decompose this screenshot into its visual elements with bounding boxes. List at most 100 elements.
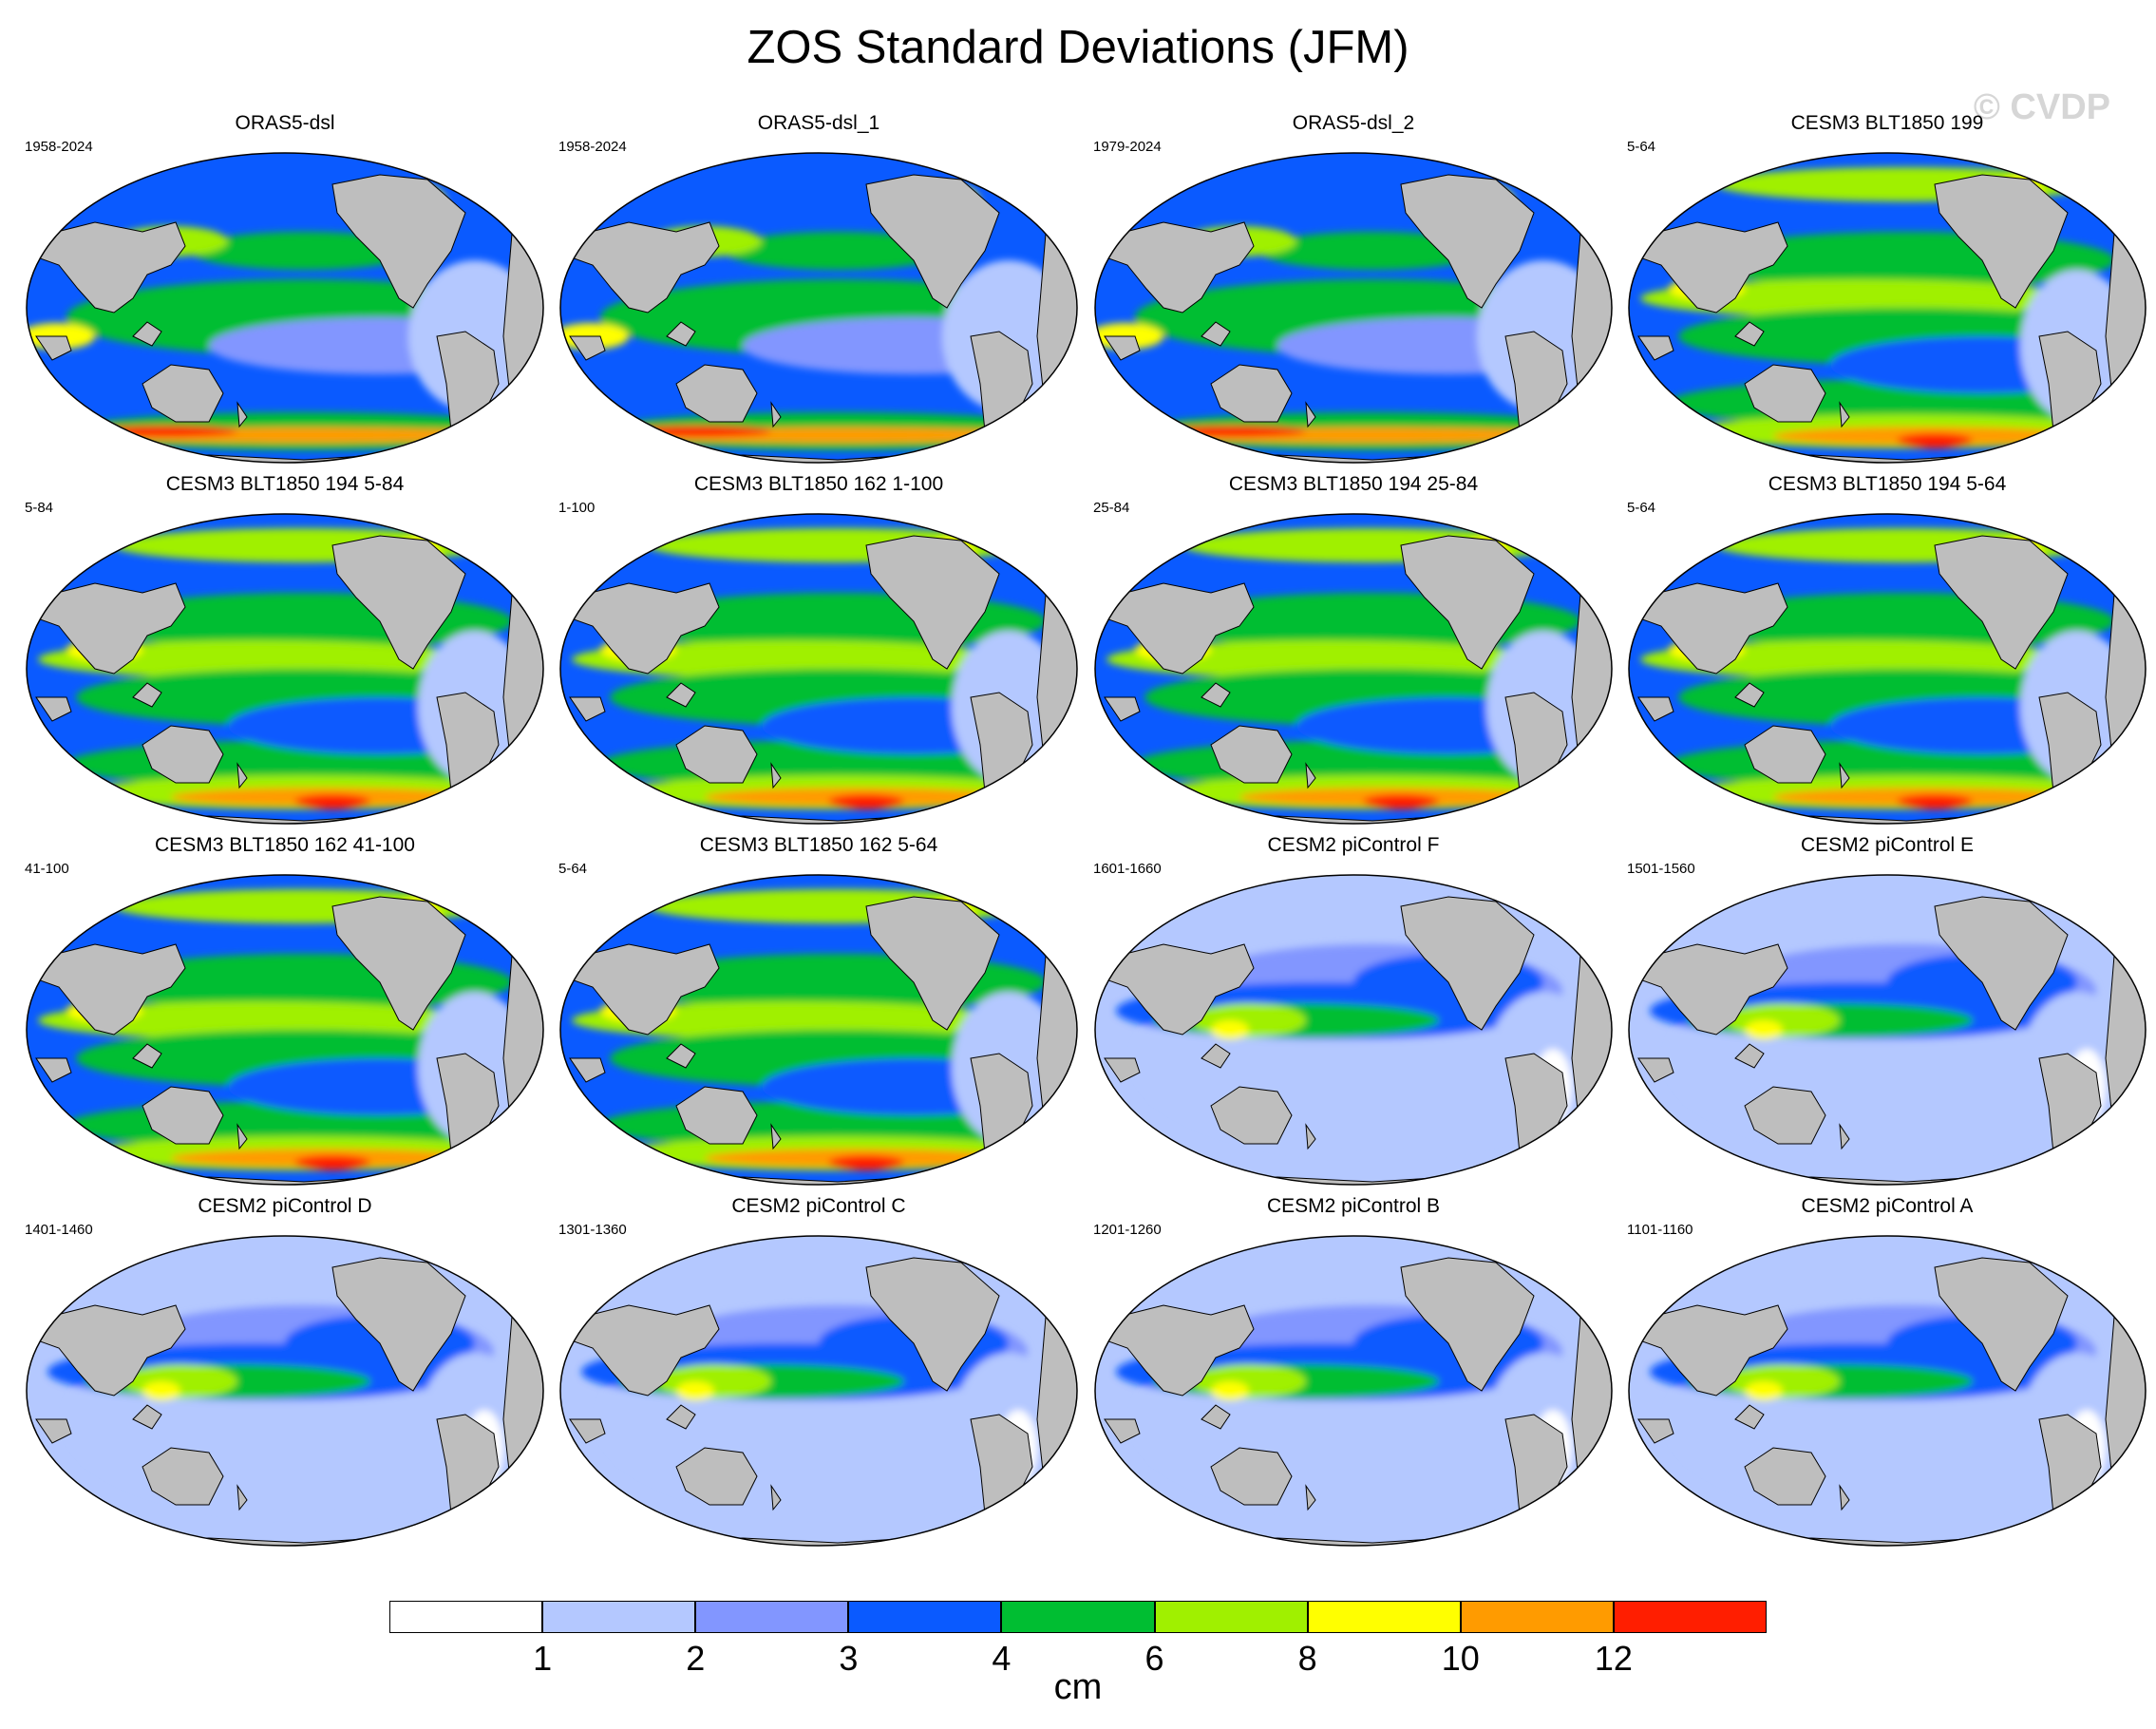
land-mass — [1637, 335, 1674, 361]
land-mass — [331, 896, 466, 1031]
colorbar-tick-label: 2 — [686, 1639, 706, 1678]
variability-region — [828, 1155, 904, 1170]
panel-years: 41-100 — [25, 861, 69, 877]
map-outline — [559, 152, 1078, 464]
ocean-field — [1095, 875, 1612, 1185]
land-mass — [1201, 1404, 1231, 1430]
colorbar-tick-label: 3 — [839, 1639, 859, 1678]
map-outline — [559, 1235, 1078, 1547]
panel-years: 1401-1460 — [25, 1222, 93, 1238]
land-mass — [35, 335, 72, 361]
land-mass — [132, 682, 162, 708]
land-mass — [236, 1123, 248, 1150]
land-mass — [1637, 696, 1674, 722]
ocean-field — [560, 875, 1077, 1185]
land-mass — [1210, 364, 1293, 423]
map-outline — [1628, 1235, 2147, 1547]
map-outline — [1628, 874, 2147, 1186]
variability-region — [1745, 1381, 1783, 1400]
land-mass — [1637, 1418, 1674, 1444]
robinson-map — [26, 874, 544, 1186]
land-mass — [35, 1418, 72, 1444]
panel-title: CESM3 BLT1850 162 1-100 — [693, 473, 944, 495]
colorbar-tick-label: 8 — [1297, 1639, 1317, 1678]
variability-region — [676, 1381, 714, 1400]
land-mass — [236, 401, 248, 428]
land-mass — [1744, 725, 1826, 784]
panel-years: 1-100 — [558, 500, 596, 516]
map-panel: CESM2 piControl E 1501-1560 — [1621, 834, 2153, 1195]
land-mass — [236, 1484, 248, 1511]
colorbar-bin — [848, 1601, 1002, 1633]
map-panel: CESM2 piControl F 1601-1660 — [1087, 834, 1619, 1195]
panel-years: 1101-1160 — [1627, 1222, 1693, 1238]
land-mass — [1934, 1257, 2069, 1392]
robinson-map — [1094, 1235, 1613, 1547]
variability-region — [38, 640, 475, 678]
land-mass — [1934, 535, 2069, 670]
robinson-map — [1094, 152, 1613, 464]
robinson-map — [1628, 1235, 2147, 1547]
map-panel: ORAS5-dsl_2 1979-2024 — [1087, 112, 1619, 473]
land-mass — [142, 1086, 224, 1145]
land-mass — [1734, 1043, 1765, 1069]
robinson-map — [1628, 152, 2147, 464]
land-mass — [865, 1257, 1000, 1392]
variability-region — [1897, 433, 1973, 448]
land-mass — [27, 582, 186, 674]
land-mass — [132, 1404, 162, 1430]
land-mass — [560, 943, 720, 1036]
ocean-field — [1095, 1236, 1612, 1546]
colorbar-bin — [1307, 1601, 1461, 1633]
land-mass — [1095, 582, 1255, 674]
land-mass — [675, 725, 758, 784]
map-panel: CESM3 BLT1850 162 41-100 41-100 — [19, 834, 551, 1195]
land-mass — [1839, 1123, 1850, 1150]
map-outline — [1094, 152, 1613, 464]
map-outline — [26, 1235, 544, 1547]
land-mass — [675, 1447, 758, 1506]
colorbar-bin — [1613, 1601, 1767, 1633]
land-mass — [1629, 1304, 1788, 1396]
land-mass — [1305, 1123, 1316, 1150]
panel-title: CESM2 piControl E — [1800, 834, 1975, 856]
panel-title: CESM3 BLT1850 194 25-84 — [1228, 473, 1479, 495]
variability-region — [828, 794, 904, 809]
land-mass — [569, 1418, 606, 1444]
robinson-map — [26, 152, 544, 464]
map-panel: CESM3 BLT1850 162 5-64 5-64 — [553, 834, 1085, 1195]
variability-region — [1211, 1381, 1249, 1400]
land-mass — [1637, 1057, 1674, 1083]
robinson-map — [1094, 513, 1613, 825]
map-outline — [1628, 513, 2147, 825]
map-outline — [1628, 152, 2147, 464]
map-panel: CESM3 BLT1850 194 5-84 5-84 — [19, 473, 551, 834]
variability-region — [572, 640, 1009, 678]
land-mass — [1839, 762, 1850, 789]
map-panel: CESM2 piControl C 1301-1360 — [553, 1195, 1085, 1556]
map-outline — [559, 874, 1078, 1186]
land-mass — [1104, 1057, 1141, 1083]
colorbar-bin — [1460, 1601, 1614, 1633]
variability-region — [142, 1381, 180, 1400]
colorbar-tick-label: 6 — [1144, 1639, 1164, 1678]
variability-region — [1745, 1020, 1783, 1039]
ocean-field — [560, 1236, 1077, 1546]
land-mass — [1744, 1086, 1826, 1145]
variability-region — [619, 426, 771, 437]
map-outline — [559, 513, 1078, 825]
land-mass — [35, 696, 72, 722]
land-mass — [1400, 896, 1535, 1031]
land-mass — [1210, 1086, 1293, 1145]
panel-years: 25-84 — [1093, 500, 1130, 516]
land-mass — [142, 1447, 224, 1506]
map-panel: ORAS5-dsl_1 1958-2024 — [553, 112, 1085, 473]
colorbar-units: cm — [1053, 1667, 1103, 1707]
land-mass — [1104, 335, 1141, 361]
land-mass — [1629, 582, 1788, 674]
land-mass — [331, 1257, 466, 1392]
land-mass — [770, 1484, 782, 1511]
panel-years: 5-64 — [558, 861, 588, 877]
panel-years: 5-84 — [25, 500, 54, 516]
map-panel: ORAS5-dsl 1958-2024 — [19, 112, 551, 473]
